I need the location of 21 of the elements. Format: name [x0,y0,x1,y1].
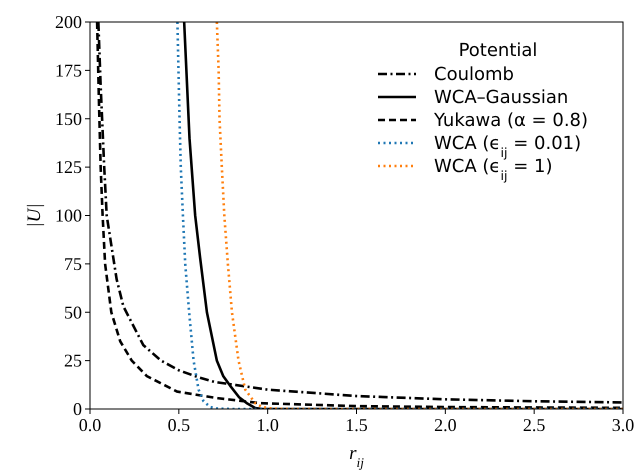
y-tick-label: 75 [64,254,82,274]
x-tick-label: 2.0 [434,415,457,435]
x-tick-label: 0.5 [168,415,190,435]
x-tick-label: 2.5 [522,415,546,435]
legend-label: Yukawa (α = 0.8) [433,110,588,131]
y-tick-label: 125 [55,157,82,178]
legend-label: WCA (ϵ$_{ij}$ = 0.01) [434,133,582,160]
y-tick-label: 100 [55,206,82,226]
legend-label: Coulomb [434,64,514,85]
y-tick-label: 175 [55,60,82,80]
y-tick-label: 200 [55,12,82,32]
x-axis-title: r$_{ij}$ [349,443,364,470]
y-tick-label: 150 [55,108,82,129]
legend-label: WCA–Gaussian [434,87,568,108]
y-axis-title: |U| [24,203,45,228]
y-tick-label: 25 [64,350,82,371]
x-tick-label: 1.5 [345,415,368,435]
legend-title: Potential [458,40,538,61]
y-tick-label: 50 [64,302,82,322]
x-tick-label: 3.0 [612,415,634,435]
x-tick-label: 1.0 [256,415,279,435]
